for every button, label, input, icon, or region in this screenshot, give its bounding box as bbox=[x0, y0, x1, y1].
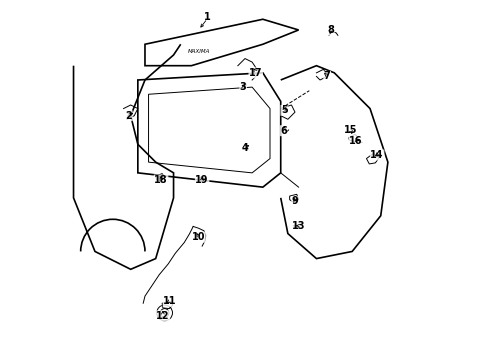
Text: 9: 9 bbox=[292, 197, 298, 206]
Text: 14: 14 bbox=[370, 150, 384, 160]
Text: 16: 16 bbox=[349, 136, 363, 146]
Text: 18: 18 bbox=[154, 175, 168, 185]
Text: 17: 17 bbox=[249, 68, 263, 78]
Text: 6: 6 bbox=[280, 126, 287, 136]
Text: 12: 12 bbox=[156, 311, 170, 321]
Text: MAXIMA: MAXIMA bbox=[187, 49, 210, 54]
Text: 4: 4 bbox=[242, 143, 248, 153]
Text: 19: 19 bbox=[196, 175, 209, 185]
Text: 8: 8 bbox=[327, 25, 334, 35]
Text: 10: 10 bbox=[192, 232, 205, 242]
Text: 11: 11 bbox=[163, 296, 177, 306]
Text: 5: 5 bbox=[281, 105, 288, 115]
Text: 13: 13 bbox=[292, 221, 305, 231]
Text: 1: 1 bbox=[204, 13, 211, 22]
Text: 15: 15 bbox=[343, 125, 357, 135]
Text: 7: 7 bbox=[324, 71, 331, 81]
Text: 3: 3 bbox=[240, 82, 246, 92]
Text: 2: 2 bbox=[125, 111, 132, 121]
